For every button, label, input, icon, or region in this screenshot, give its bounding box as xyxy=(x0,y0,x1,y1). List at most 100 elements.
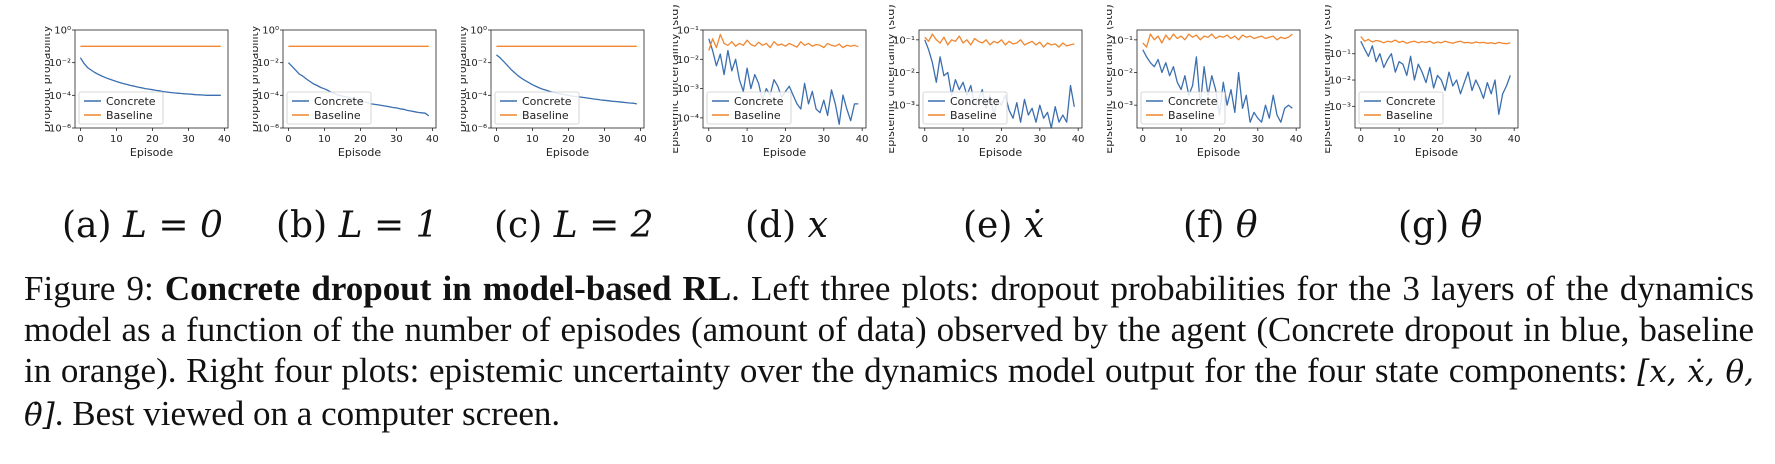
series-line-baseline xyxy=(1142,33,1293,48)
legend-label-baseline: Baseline xyxy=(522,109,569,122)
series-line-concrete xyxy=(79,57,221,96)
panel-b: 0 10 20 30 40 10⁻⁶ 10⁻⁴ 10⁻² 10⁰ Episode Dropout p… xyxy=(253,0,453,165)
y-axis-label: Dropout probability xyxy=(253,25,261,132)
y-tick-label: 10⁻² xyxy=(893,68,915,79)
x-tick-label: 20 xyxy=(1213,134,1226,145)
y-axis-label: Dropout probability xyxy=(461,25,469,132)
subcaption-e: (e) ẋ xyxy=(963,205,1045,246)
panel-g: 0 10 20 30 40 10⁻³ 10⁻² 10⁻¹ Episode Epistemic un… xyxy=(1325,0,1535,165)
y-tick-label: 10⁻² xyxy=(465,58,487,69)
y-tick-label: 10⁻¹ xyxy=(1111,35,1133,46)
legend-box xyxy=(78,91,164,125)
panel-f: 0 10 20 30 40 10⁻³ 10⁻² 10⁻¹ Episode Epistemic un… xyxy=(1107,0,1317,165)
legend-label-baseline: Baseline xyxy=(106,109,153,122)
x-tick-label: 0 xyxy=(1358,134,1364,145)
x-axis-label: Episode xyxy=(979,146,1022,159)
legend-label-concrete: Concrete xyxy=(1386,95,1436,108)
y-tick-label: 10⁻³ xyxy=(1329,102,1351,113)
x-axis-label: Episode xyxy=(1415,146,1458,159)
x-tick-label: 0 xyxy=(285,134,291,145)
legend-label-baseline: Baseline xyxy=(1386,109,1433,122)
x-tick-label: 30 xyxy=(1033,134,1046,145)
y-tick-label: 10⁻² xyxy=(677,55,699,66)
y-tick-label: 10⁻¹ xyxy=(1329,49,1351,60)
y-axis-label: Dropout probability xyxy=(45,25,53,132)
x-tick-label: 30 xyxy=(1469,134,1482,145)
x-tick-label: 30 xyxy=(817,134,830,145)
chart-c: 0 10 20 30 40 10⁻⁶ 10⁻⁴ 10⁻² 10⁰ Episode Dropout p… xyxy=(461,25,647,159)
series-line-baseline xyxy=(708,33,859,51)
x-axis-label: Episode xyxy=(546,146,589,159)
chart-e: 0 10 20 30 40 10⁻³ 10⁻² 10⁻¹ Episode Epistemic un… xyxy=(889,4,1085,159)
y-tick-label: 10⁰ xyxy=(54,26,71,37)
legend-box xyxy=(706,91,792,125)
series-line-baseline xyxy=(1360,36,1511,45)
x-tick-label: 40 xyxy=(856,134,869,145)
x-axis-label: Episode xyxy=(1197,146,1240,159)
y-axis-label: Epistemic uncertainty (std) xyxy=(1325,4,1333,153)
subcaption-d: (d) x xyxy=(745,205,828,246)
legend-label-concrete: Concrete xyxy=(734,95,784,108)
legend-box xyxy=(286,91,372,125)
figure-caption: Figure 9: Concrete dropout in model-base… xyxy=(24,268,1754,436)
x-tick-label: 10 xyxy=(741,134,754,145)
axes-frame xyxy=(74,29,229,129)
panel-a: 0 10 20 30 40 10⁻⁶ 10⁻⁴ 10⁻² 10⁰ Episode Dropout p… xyxy=(45,0,245,165)
figure-label: Figure 9: xyxy=(24,269,154,308)
axes-frame xyxy=(702,29,867,129)
y-tick-label: 10⁰ xyxy=(262,26,279,37)
caption-text-1: . Left three plots: dropout probabilitie… xyxy=(24,269,1755,390)
legend-label-concrete: Concrete xyxy=(314,95,364,108)
y-tick-label: 10⁻² xyxy=(49,58,71,69)
axes-frame xyxy=(1354,29,1519,129)
y-axis-label: Epistemic uncertainty (std) xyxy=(889,4,897,153)
caption-text-2: . Best viewed on a computer screen. xyxy=(54,394,561,433)
panel-e: 0 10 20 30 40 10⁻³ 10⁻² 10⁻¹ Episode Epistemic un… xyxy=(889,0,1099,165)
chart-f: 0 10 20 30 40 10⁻³ 10⁻² 10⁻¹ Episode Epistemic un… xyxy=(1107,4,1303,159)
legend-label-concrete: Concrete xyxy=(950,95,1000,108)
subcaption-a: (a) L = 0 xyxy=(62,205,223,246)
x-tick-label: 20 xyxy=(779,134,792,145)
y-tick-label: 10⁻⁴ xyxy=(257,91,279,102)
x-tick-label: 10 xyxy=(318,134,331,145)
y-tick-label: 10⁻⁴ xyxy=(677,113,699,124)
y-tick-label: 10⁻⁶ xyxy=(465,124,487,135)
x-tick-label: 10 xyxy=(526,134,539,145)
subcaption-f: (f) θ xyxy=(1183,205,1258,246)
x-tick-label: 10 xyxy=(1393,134,1406,145)
x-tick-label: 40 xyxy=(218,134,231,145)
y-tick-label: 10⁻³ xyxy=(893,101,915,112)
caption-math: [x, ẋ, θ, θ̇] xyxy=(24,354,1755,433)
chart-a: 0 10 20 30 40 10⁻⁶ 10⁻⁴ 10⁻² 10⁰ Episode Dropout p… xyxy=(45,25,231,159)
legend-label-baseline: Baseline xyxy=(734,109,781,122)
x-tick-label: 0 xyxy=(706,134,712,145)
x-tick-label: 40 xyxy=(426,134,439,145)
y-tick-label: 10⁰ xyxy=(470,26,487,37)
legend-label-baseline: Baseline xyxy=(1168,109,1215,122)
y-tick-label: 10⁻¹ xyxy=(677,26,699,37)
y-tick-label: 10⁻⁶ xyxy=(257,124,279,135)
panel-c: 0 10 20 30 40 10⁻⁶ 10⁻⁴ 10⁻² 10⁰ Episode Dropout p… xyxy=(461,0,661,165)
x-tick-label: 40 xyxy=(1508,134,1521,145)
y-tick-label: 10⁻² xyxy=(257,58,279,69)
chart-g: 0 10 20 30 40 10⁻³ 10⁻² 10⁻¹ Episode Epistemic un… xyxy=(1325,4,1521,159)
chart-d: 0 10 20 30 40 10⁻⁴ 10⁻³ 10⁻² 10⁻¹ Episode Epistemi… xyxy=(673,4,869,159)
x-tick-label: 30 xyxy=(390,134,403,145)
legend-box xyxy=(1140,91,1226,125)
x-axis-label: Episode xyxy=(763,146,806,159)
axes-frame xyxy=(490,29,645,129)
x-tick-label: 10 xyxy=(957,134,970,145)
y-tick-label: 10⁻² xyxy=(1111,68,1133,79)
subcaption-c: (c) L = 2 xyxy=(494,205,654,246)
x-tick-label: 30 xyxy=(1251,134,1264,145)
x-tick-label: 10 xyxy=(1175,134,1188,145)
y-tick-label: 10⁻⁶ xyxy=(49,124,71,135)
x-tick-label: 40 xyxy=(1072,134,1085,145)
x-tick-label: 0 xyxy=(922,134,928,145)
y-tick-label: 10⁻⁴ xyxy=(49,91,71,102)
x-axis-label: Episode xyxy=(130,146,173,159)
x-tick-label: 20 xyxy=(1431,134,1444,145)
x-axis-label: Episode xyxy=(338,146,381,159)
legend-box xyxy=(1358,91,1444,125)
y-axis-label: Epistemic uncertainty (std) xyxy=(1107,4,1115,153)
